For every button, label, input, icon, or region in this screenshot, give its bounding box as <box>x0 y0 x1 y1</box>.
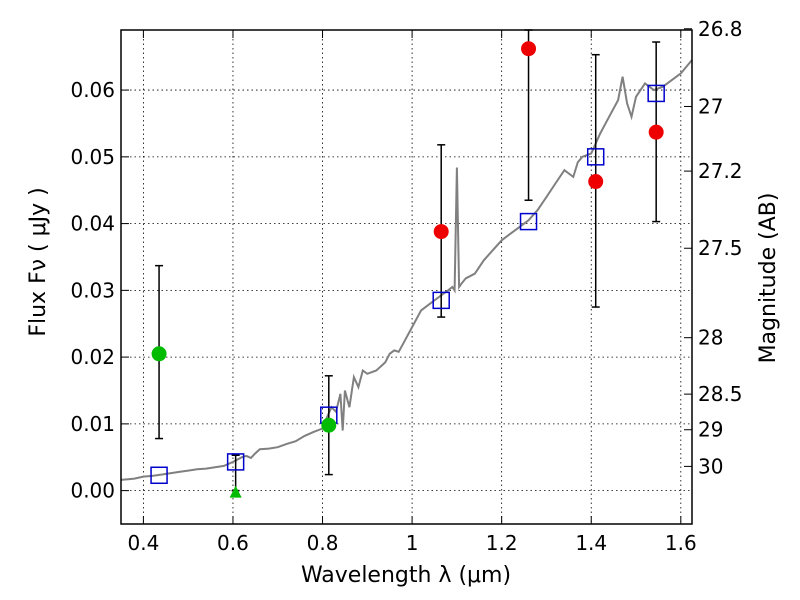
right-tick-label: 27.2 <box>698 159 743 183</box>
y-tick-label: 0.02 <box>70 345 115 369</box>
right-tick-label: 27 <box>698 94 723 118</box>
model-band-marker <box>150 466 168 485</box>
y-right-axis-label: Magnitude (AB) <box>756 193 781 364</box>
y-tick-label: 0.05 <box>70 145 115 169</box>
model-spectrum <box>120 59 693 481</box>
data-markers <box>150 41 665 498</box>
model-band-marker <box>226 453 245 471</box>
y-tick-label: 0.06 <box>70 78 115 102</box>
flux-point <box>648 124 664 140</box>
y-tick-label: 0.00 <box>70 479 115 503</box>
error-bars <box>155 29 661 492</box>
y-tick-label: 0.04 <box>70 212 115 236</box>
x-axis-label: Wavelength λ (μm) <box>301 563 511 588</box>
right-tick-label: 26.8 <box>698 17 743 41</box>
flux-point <box>151 346 167 362</box>
right-tick-label: 28 <box>698 326 723 350</box>
plot-frame <box>120 29 693 525</box>
model-band-marker <box>647 84 665 103</box>
spectrum-line <box>120 59 693 481</box>
model-band-marker <box>432 291 450 310</box>
flux-point <box>588 174 604 190</box>
right-tick-label: 28.5 <box>698 382 743 406</box>
model-band-marker <box>519 212 538 231</box>
grid <box>121 30 692 524</box>
flux-point <box>521 41 537 57</box>
x-tick-label: 1.6 <box>665 531 697 555</box>
right-tick-label: 27.5 <box>698 236 743 260</box>
flux-point <box>433 224 449 240</box>
x-tick-label: 0.6 <box>217 531 249 555</box>
axis-ticks <box>121 28 692 524</box>
right-tick-label: 30 <box>698 454 723 478</box>
x-tick-label: 0.4 <box>127 531 159 555</box>
y-tick-label: 0.03 <box>70 278 115 302</box>
tick-labels: 0.4 0.6 0.8 1 1.2 1.4 1.6 0.00 0.01 0.02 0.03 0.04 0… <box>70 17 742 555</box>
right-tick-label: 29 <box>698 418 723 442</box>
model-band-marker <box>586 148 605 166</box>
x-tick-label: 1.4 <box>575 531 607 555</box>
y-tick-label: 0.01 <box>70 412 115 436</box>
y-axis-label: Flux Fν ( μJy ) <box>26 187 51 336</box>
flux-point <box>321 417 337 433</box>
x-tick-label: 1.2 <box>486 531 518 555</box>
x-tick-label: 1 <box>406 531 419 555</box>
upper-limit-point <box>229 485 242 498</box>
x-tick-label: 0.8 <box>307 531 339 555</box>
